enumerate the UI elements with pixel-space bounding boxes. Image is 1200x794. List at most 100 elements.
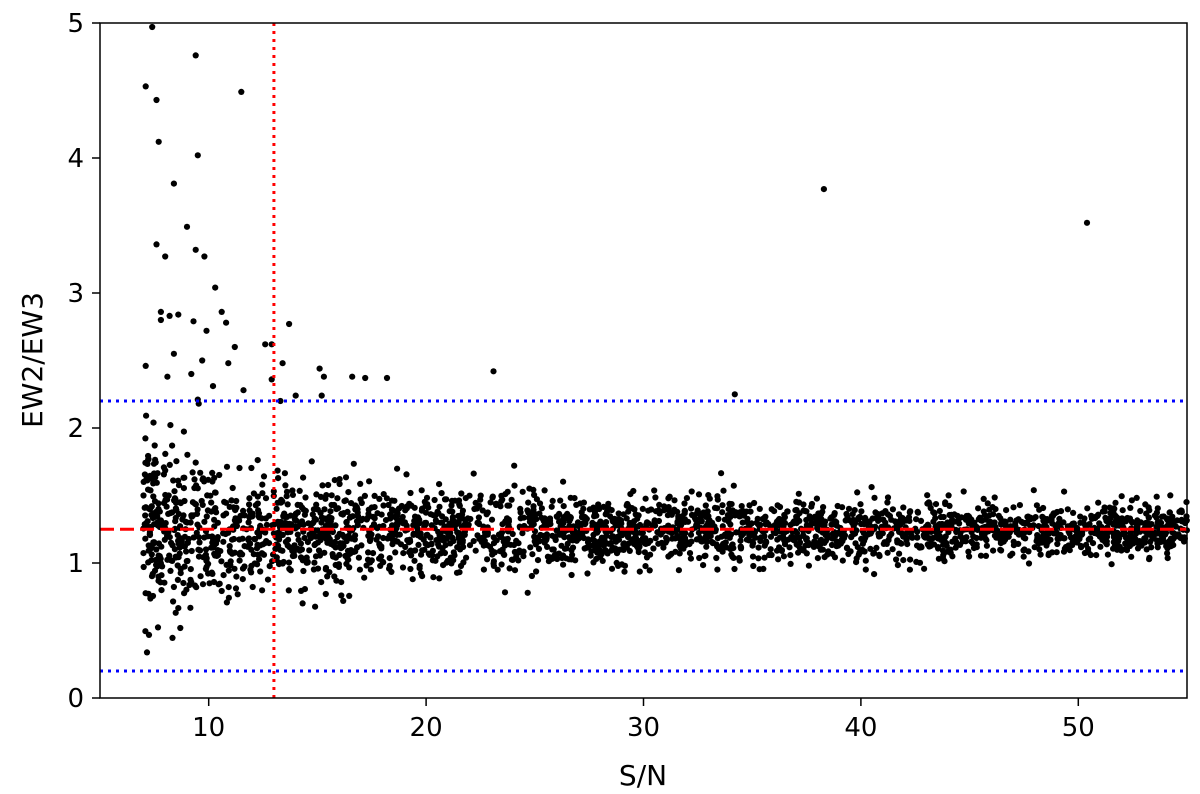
data-point — [651, 517, 658, 524]
x-tick-label: 50 — [1062, 713, 1095, 743]
data-point — [737, 543, 744, 550]
data-point — [462, 517, 469, 524]
data-point — [1036, 506, 1043, 513]
data-point — [383, 495, 390, 502]
data-point — [201, 534, 208, 541]
data-point — [286, 544, 293, 551]
data-point — [143, 520, 150, 527]
data-point — [153, 479, 160, 486]
data-point — [608, 533, 615, 541]
data-point — [1066, 547, 1073, 554]
data-point — [172, 609, 179, 616]
data-point — [247, 566, 254, 573]
data-point — [553, 551, 560, 558]
data-point — [220, 538, 227, 545]
data-point — [323, 492, 330, 499]
data-point — [663, 534, 670, 541]
data-point — [157, 308, 164, 315]
data-point — [393, 525, 400, 532]
data-point — [891, 518, 899, 525]
data-point — [647, 537, 654, 544]
data-point — [274, 467, 281, 474]
y-tick-label: 0 — [67, 684, 84, 714]
data-point — [929, 535, 937, 542]
data-point — [203, 555, 210, 562]
data-point — [283, 488, 291, 495]
data-point — [731, 391, 738, 398]
data-point — [399, 564, 407, 571]
data-point — [681, 516, 689, 523]
data-point — [368, 557, 375, 564]
data-point — [181, 533, 188, 540]
data-point — [939, 547, 947, 554]
data-point — [313, 501, 320, 508]
data-point — [380, 491, 387, 498]
data-point — [702, 552, 709, 559]
data-point — [423, 532, 430, 539]
data-point — [687, 531, 695, 538]
data-point — [1056, 515, 1063, 523]
data-point — [221, 498, 228, 505]
data-point — [416, 562, 423, 570]
data-point — [319, 482, 326, 489]
data-point — [344, 508, 351, 515]
data-point — [508, 556, 515, 563]
data-point — [350, 460, 357, 467]
data-point — [1160, 513, 1167, 520]
data-point — [896, 517, 904, 524]
data-point — [1168, 538, 1175, 546]
x-tick-label: 10 — [192, 713, 225, 743]
data-point — [1040, 515, 1048, 522]
data-point — [400, 550, 407, 557]
data-point — [273, 554, 280, 561]
data-point — [174, 532, 181, 539]
data-point — [681, 510, 688, 517]
data-point — [662, 539, 669, 546]
data-point — [432, 517, 439, 524]
data-point — [157, 579, 164, 586]
data-point — [448, 502, 455, 509]
data-point — [815, 526, 822, 533]
data-point — [1154, 505, 1161, 512]
data-point — [591, 508, 599, 516]
data-point — [316, 365, 323, 372]
data-point — [686, 541, 693, 548]
data-point — [172, 514, 179, 522]
data-point — [223, 561, 230, 569]
data-point — [935, 555, 943, 562]
data-point — [150, 539, 157, 546]
data-point — [158, 572, 165, 579]
data-point — [541, 532, 548, 539]
data-point — [641, 549, 649, 556]
data-point — [812, 533, 819, 540]
data-point — [257, 542, 264, 549]
data-point — [946, 502, 953, 509]
data-point — [217, 548, 224, 555]
data-point — [773, 547, 781, 554]
data-point — [817, 511, 825, 518]
data-point — [883, 540, 890, 548]
data-point — [1003, 507, 1010, 514]
data-point — [611, 546, 618, 554]
data-point — [997, 534, 1005, 541]
data-point — [270, 530, 277, 537]
data-point — [726, 500, 733, 507]
data-point — [768, 506, 775, 513]
data-point — [220, 512, 227, 519]
data-point — [153, 241, 160, 248]
data-points — [140, 23, 1190, 656]
data-point — [199, 476, 206, 483]
data-point — [287, 512, 294, 519]
data-point — [327, 508, 334, 515]
data-point — [914, 534, 921, 541]
data-point — [935, 522, 942, 529]
data-point — [240, 507, 247, 514]
data-point — [1145, 520, 1152, 527]
data-point — [756, 505, 763, 512]
data-point — [313, 491, 320, 498]
data-point — [814, 555, 822, 562]
data-point — [318, 392, 325, 399]
data-point — [449, 517, 456, 524]
data-point — [202, 565, 209, 573]
data-point — [1153, 493, 1160, 500]
